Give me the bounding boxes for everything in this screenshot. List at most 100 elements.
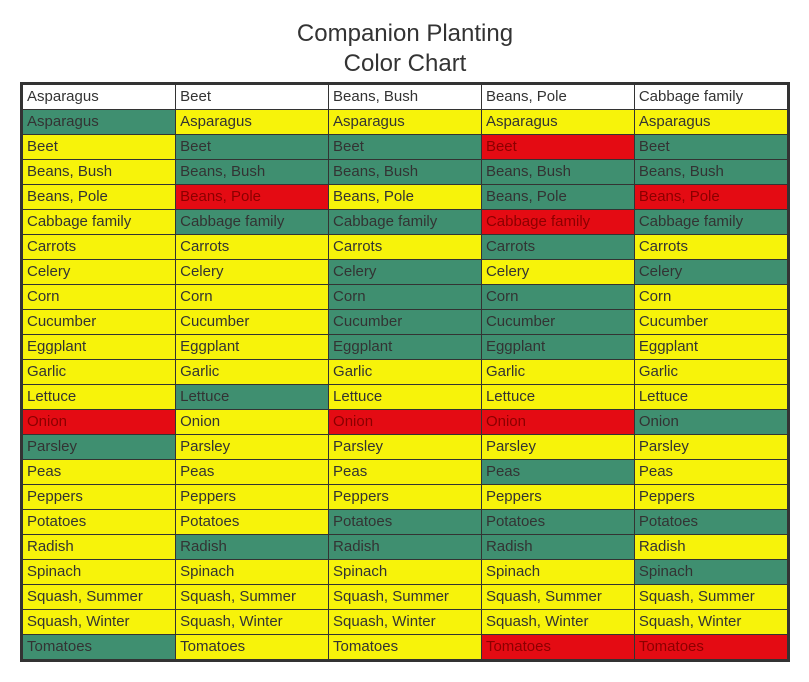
chart-cell: Spinach <box>22 560 176 585</box>
chart-cell: Radish <box>22 535 176 560</box>
chart-cell: Tomatoes <box>329 635 482 661</box>
chart-cell: Spinach <box>634 560 788 585</box>
chart-cell: Peas <box>481 460 634 485</box>
chart-cell: Squash, Summer <box>22 585 176 610</box>
chart-cell: Lettuce <box>634 385 788 410</box>
chart-cell: Asparagus <box>176 110 329 135</box>
chart-cell: Cucumber <box>481 310 634 335</box>
chart-cell: Beans, Bush <box>634 160 788 185</box>
table-row: CornCornCornCornCorn <box>22 285 789 310</box>
chart-cell: Onion <box>22 410 176 435</box>
chart-cell: Squash, Winter <box>176 610 329 635</box>
chart-cell: Radish <box>329 535 482 560</box>
chart-cell: Potatoes <box>634 510 788 535</box>
chart-cell: Eggplant <box>22 335 176 360</box>
chart-cell: Beans, Bush <box>22 160 176 185</box>
table-row: Beans, BushBeans, BushBeans, BushBeans, … <box>22 160 789 185</box>
chart-cell: Lettuce <box>22 385 176 410</box>
chart-cell: Spinach <box>481 560 634 585</box>
chart-cell: Beans, Pole <box>634 185 788 210</box>
table-row: CucumberCucumberCucumberCucumberCucumber <box>22 310 789 335</box>
chart-cell: Corn <box>481 285 634 310</box>
chart-cell: Peas <box>22 460 176 485</box>
table-row: ParsleyParsleyParsleyParsleyParsley <box>22 435 789 460</box>
chart-cell: Carrots <box>22 235 176 260</box>
chart-cell: Carrots <box>634 235 788 260</box>
chart-cell: Garlic <box>176 360 329 385</box>
column-header: Cabbage family <box>634 84 788 110</box>
chart-cell: Cabbage family <box>634 210 788 235</box>
chart-cell: Carrots <box>329 235 482 260</box>
chart-cell: Lettuce <box>176 385 329 410</box>
table-row: GarlicGarlicGarlicGarlicGarlic <box>22 360 789 385</box>
chart-cell: Asparagus <box>481 110 634 135</box>
column-header: Asparagus <box>22 84 176 110</box>
table-row: BeetBeetBeetBeetBeet <box>22 135 789 160</box>
chart-cell: Garlic <box>634 360 788 385</box>
chart-cell: Squash, Winter <box>22 610 176 635</box>
chart-cell: Squash, Winter <box>634 610 788 635</box>
chart-cell: Tomatoes <box>481 635 634 661</box>
chart-cell: Peppers <box>176 485 329 510</box>
chart-cell: Potatoes <box>481 510 634 535</box>
chart-cell: Peppers <box>481 485 634 510</box>
table-row: PeasPeasPeasPeasPeas <box>22 460 789 485</box>
table-row: AsparagusAsparagusAsparagusAsparagusAspa… <box>22 110 789 135</box>
column-header: Beet <box>176 84 329 110</box>
chart-cell: Celery <box>22 260 176 285</box>
table-row: Beans, PoleBeans, PoleBeans, PoleBeans, … <box>22 185 789 210</box>
chart-cell: Beet <box>329 135 482 160</box>
chart-cell: Squash, Summer <box>634 585 788 610</box>
chart-title-line2: Color Chart <box>20 50 790 78</box>
chart-cell: Carrots <box>176 235 329 260</box>
chart-cell: Potatoes <box>176 510 329 535</box>
chart-cell: Beans, Pole <box>22 185 176 210</box>
chart-cell: Onion <box>329 410 482 435</box>
chart-cell: Peas <box>329 460 482 485</box>
chart-cell: Celery <box>481 260 634 285</box>
chart-cell: Potatoes <box>22 510 176 535</box>
chart-cell: Peas <box>176 460 329 485</box>
table-row: CeleryCeleryCeleryCeleryCelery <box>22 260 789 285</box>
table-row: RadishRadishRadishRadishRadish <box>22 535 789 560</box>
chart-cell: Eggplant <box>329 335 482 360</box>
chart-cell: Asparagus <box>22 110 176 135</box>
chart-cell: Carrots <box>481 235 634 260</box>
chart-cell: Cucumber <box>329 310 482 335</box>
chart-cell: Parsley <box>176 435 329 460</box>
chart-cell: Lettuce <box>481 385 634 410</box>
chart-cell: Radish <box>481 535 634 560</box>
table-row: Cabbage familyCabbage familyCabbage fami… <box>22 210 789 235</box>
table-row: PeppersPeppersPeppersPeppersPeppers <box>22 485 789 510</box>
chart-cell: Beans, Bush <box>329 160 482 185</box>
table-row: PotatoesPotatoesPotatoesPotatoesPotatoes <box>22 510 789 535</box>
chart-cell: Potatoes <box>329 510 482 535</box>
chart-cell: Lettuce <box>329 385 482 410</box>
column-header: Beans, Bush <box>329 84 482 110</box>
column-header: Beans, Pole <box>481 84 634 110</box>
chart-cell: Peppers <box>22 485 176 510</box>
chart-cell: Garlic <box>22 360 176 385</box>
table-row: OnionOnionOnionOnionOnion <box>22 410 789 435</box>
chart-cell: Squash, Summer <box>329 585 482 610</box>
chart-cell: Eggplant <box>176 335 329 360</box>
chart-cell: Tomatoes <box>176 635 329 661</box>
chart-cell: Cabbage family <box>481 210 634 235</box>
chart-cell: Beet <box>634 135 788 160</box>
chart-cell: Squash, Winter <box>481 610 634 635</box>
table-row: SpinachSpinachSpinachSpinachSpinach <box>22 560 789 585</box>
table-row: EggplantEggplantEggplantEggplantEggplant <box>22 335 789 360</box>
table-row: LettuceLettuceLettuceLettuceLettuce <box>22 385 789 410</box>
chart-cell: Onion <box>634 410 788 435</box>
chart-cell: Parsley <box>634 435 788 460</box>
table-row: Squash, WinterSquash, WinterSquash, Wint… <box>22 610 789 635</box>
chart-cell: Peppers <box>634 485 788 510</box>
chart-cell: Cabbage family <box>22 210 176 235</box>
chart-cell: Corn <box>329 285 482 310</box>
chart-cell: Cucumber <box>22 310 176 335</box>
chart-cell: Cabbage family <box>176 210 329 235</box>
chart-cell: Garlic <box>481 360 634 385</box>
chart-cell: Asparagus <box>634 110 788 135</box>
table-row: CarrotsCarrotsCarrotsCarrotsCarrots <box>22 235 789 260</box>
chart-cell: Spinach <box>329 560 482 585</box>
